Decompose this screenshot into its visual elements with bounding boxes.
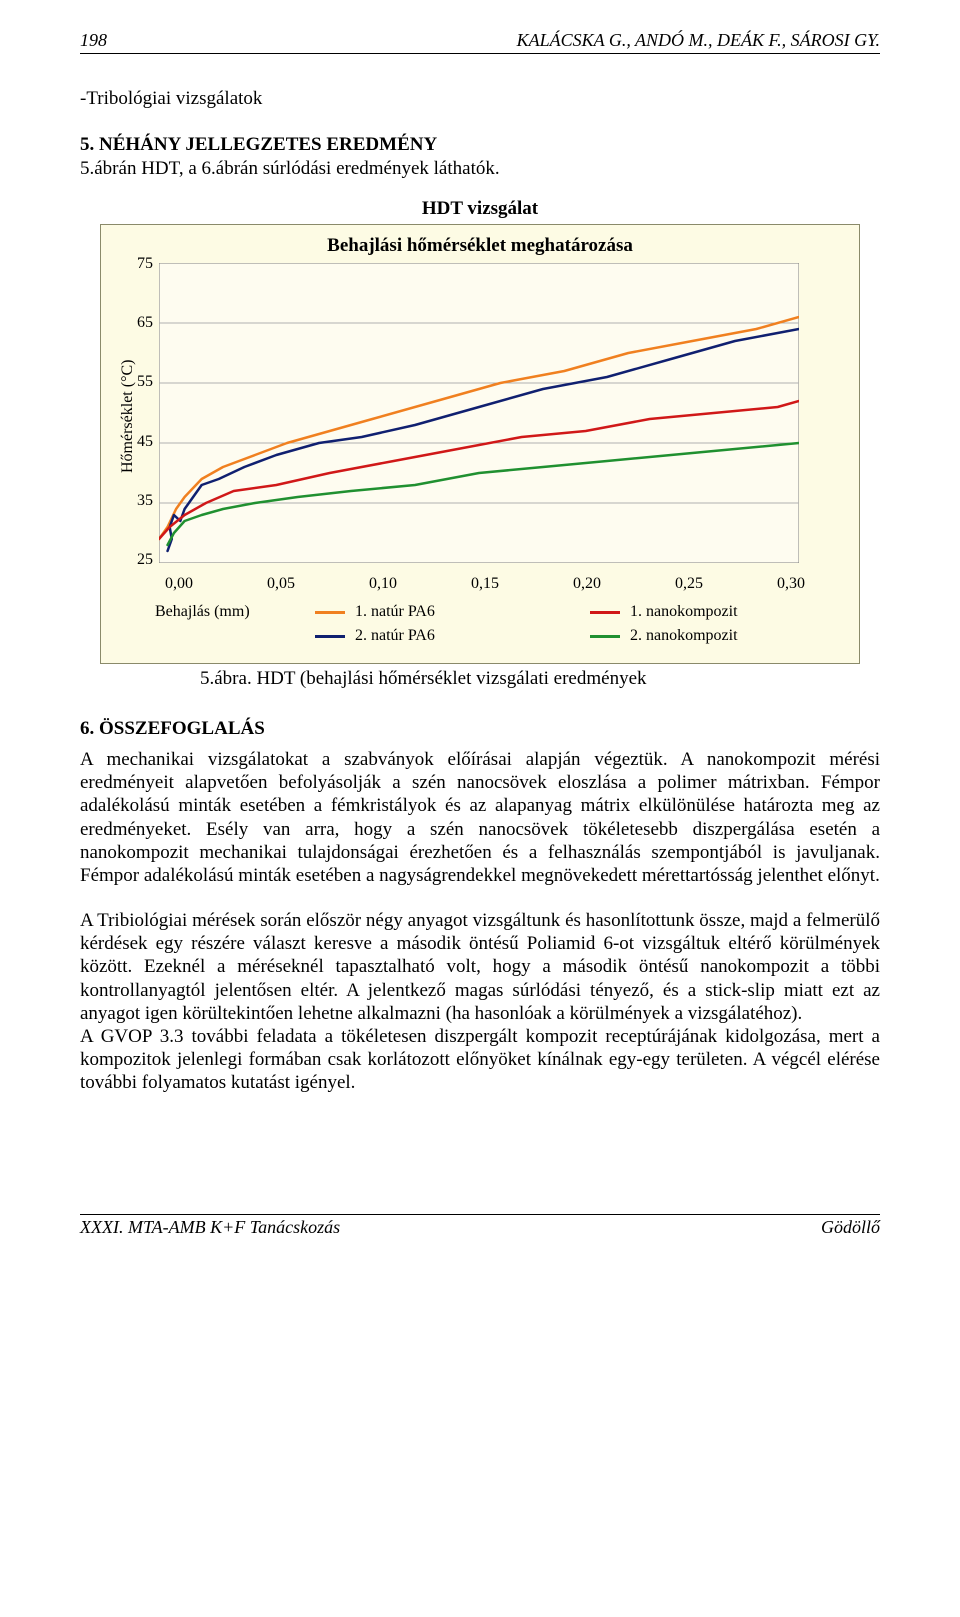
legend-swatch: [315, 611, 345, 614]
xtick-label: 0,10: [369, 575, 397, 593]
legend-label: 2. nanokompozit: [630, 627, 855, 645]
xtick-label: 0,20: [573, 575, 601, 593]
section-6-heading: 6. ÖSSZEFOGLALÁS: [80, 718, 880, 740]
page-header: 198 KALÁCSKA G., ANDÓ M., DEÁK F., SÁROS…: [80, 30, 880, 54]
paragraph-3: A GVOP 3.3 további feladata a tökéletese…: [80, 1025, 880, 1095]
ytick-label: 45: [137, 433, 153, 451]
paragraph-2: A Tribiológiai mérések során először nég…: [80, 909, 880, 1025]
ytick-label: 25: [137, 551, 153, 569]
hdt-chart: Behajlási hőmérséklet meghatározása Hőmé…: [100, 224, 860, 664]
footer-right: Gödöllő: [821, 1217, 880, 1238]
page-footer: XXXI. MTA-AMB K+F Tanácskozás Gödöllő: [80, 1214, 880, 1238]
chart-ylabel: Hőmérséklet (°C): [115, 263, 137, 569]
chart-yticks: 75 65 55 45 35 25: [137, 255, 159, 569]
xtick-label: 0,15: [471, 575, 499, 593]
chart-super-title: HDT vizsgálat: [80, 198, 880, 220]
xtick-label: 0,25: [675, 575, 703, 593]
chart-xlabel: Behajlás (mm): [155, 603, 315, 621]
header-authors: KALÁCSKA G., ANDÓ M., DEÁK F., SÁROSI GY…: [517, 30, 880, 51]
figure-caption: 5.ábra. HDT (behajlási hőmérséklet vizsg…: [200, 668, 880, 690]
xtick-label: 0,30: [777, 575, 805, 593]
footer-left: XXXI. MTA-AMB K+F Tanácskozás: [80, 1217, 340, 1238]
legend-label: 1. nanokompozit: [630, 603, 855, 621]
chart-plot-area: [159, 263, 799, 563]
section-5-heading: 5. NÉHÁNY JELLEGZETES EREDMÉNY: [80, 134, 880, 156]
xtick-label: 0,05: [267, 575, 295, 593]
legend-swatch: [590, 611, 620, 614]
chart-xticks: 0,00 0,05 0,10 0,15 0,20 0,25 0,30: [165, 575, 805, 593]
legend-swatch: [590, 635, 620, 638]
chart-subtitle: Behajlási hőmérséklet meghatározása: [115, 235, 845, 257]
paragraph-1: A mechanikai vizsgálatokat a szabványok …: [80, 748, 880, 887]
ytick-label: 65: [137, 314, 153, 332]
chart-legend: Behajlás (mm) 1. natúr PA6 1. nanokompozi…: [155, 603, 855, 645]
ytick-label: 35: [137, 492, 153, 510]
page-number: 198: [80, 30, 107, 51]
ytick-label: 55: [137, 373, 153, 391]
legend-label: 2. natúr PA6: [355, 627, 580, 645]
minor-heading: -Tribológiai vizsgálatok: [80, 88, 880, 110]
legend-label: 1. natúr PA6: [355, 603, 580, 621]
section-5-text: 5.ábrán HDT, a 6.ábrán súrlódási eredmén…: [80, 158, 880, 180]
legend-swatch: [315, 635, 345, 638]
xtick-label: 0,00: [165, 575, 193, 593]
ytick-label: 75: [137, 255, 153, 273]
